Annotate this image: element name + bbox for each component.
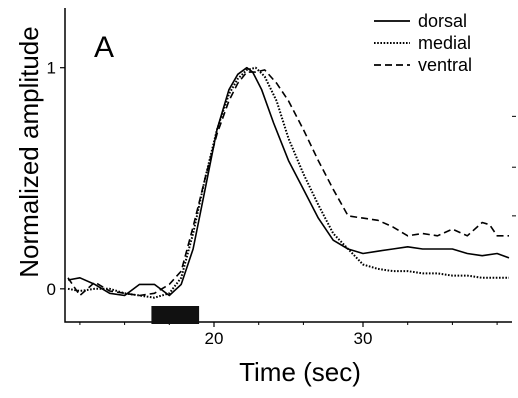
stimulus-bar (151, 306, 200, 324)
x-axis: 20 30 (79, 322, 498, 348)
y-axis-title: Normalized amplitude (14, 26, 44, 277)
legend-label-ventral: ventral (418, 55, 472, 75)
y-tick-label: 1 (47, 59, 56, 78)
panel-label: A (94, 31, 114, 64)
x-tick-label: 20 (205, 329, 224, 348)
x-tick-label: 30 (354, 329, 373, 348)
legend-label-medial: medial (418, 33, 471, 53)
series-layer (67, 66, 510, 324)
y-axis: 01 (47, 59, 516, 299)
series-line-ventral (67, 69, 509, 297)
x-axis-title: Time (sec) (239, 357, 361, 387)
y-tick-label: 0 (47, 280, 56, 299)
series-line-dorsal (67, 66, 510, 297)
legend-label-dorsal: dorsal (418, 11, 467, 31)
series-line-medial (67, 66, 509, 299)
